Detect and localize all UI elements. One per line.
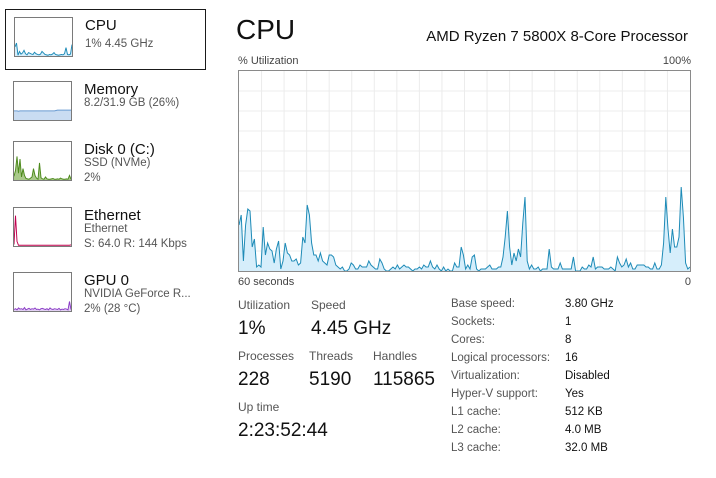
sidebar-item-detail: 2% (28 °C) bbox=[84, 303, 141, 315]
spec-value: 16 bbox=[565, 352, 578, 364]
graph-gridlines bbox=[239, 71, 690, 271]
sidebar-item-detail: Ethernet bbox=[84, 223, 128, 235]
spec-value: 512 KB bbox=[565, 406, 603, 418]
uptime-label: Up time bbox=[238, 400, 280, 414]
spec-label: Cores: bbox=[451, 334, 485, 346]
page-title: CPU bbox=[236, 14, 296, 45]
ethernet-thumb-svg bbox=[14, 215, 71, 246]
disk-thumb-svg bbox=[14, 156, 71, 180]
graph-y-max-label: 100% bbox=[662, 55, 691, 67]
sidebar-item-gpu[interactable]: GPU 0 NVIDIA GeForce R... 2% (28 °C) bbox=[5, 265, 206, 326]
spec-value: 4.0 MB bbox=[565, 424, 602, 436]
cpu-graph-icon bbox=[14, 17, 73, 57]
sidebar-item-detail: SSD (NVMe) bbox=[84, 157, 151, 169]
ethernet-graph-icon bbox=[13, 207, 72, 247]
sidebar-item-title: GPU 0 bbox=[84, 272, 130, 289]
cpu-utilization-svg bbox=[239, 71, 690, 271]
thumb-area bbox=[14, 110, 71, 120]
spec-value: 3.80 GHz bbox=[565, 298, 614, 310]
processes-label: Processes bbox=[238, 349, 295, 363]
sidebar-item-detail: S: 64.0 R: 144 Kbps bbox=[84, 238, 187, 250]
utilization-value: 1% bbox=[238, 318, 266, 339]
thumb-area bbox=[14, 301, 71, 311]
spec-value: 1 bbox=[565, 316, 572, 328]
processor-name: AMD Ryzen 7 5800X 8-Core Processor bbox=[426, 28, 688, 45]
thumb-line bbox=[14, 301, 71, 311]
spec-label: Logical processors: bbox=[451, 352, 551, 364]
thumb-area bbox=[14, 156, 71, 180]
gpu-graph-icon bbox=[13, 272, 72, 312]
sidebar-item-detail: 2% bbox=[84, 172, 101, 184]
sidebar: CPU 1% 4.45 GHz Memory 8.2/31.9 GB (26%)… bbox=[0, 0, 216, 478]
spec-label: Virtualization: bbox=[451, 370, 520, 382]
spec-label: L1 cache: bbox=[451, 406, 501, 418]
sidebar-item-memory[interactable]: Memory 8.2/31.9 GB (26%) bbox=[5, 74, 206, 135]
cpu-details-panel: CPU AMD Ryzen 7 5800X 8-Core Processor %… bbox=[216, 0, 716, 478]
sidebar-item-disk[interactable]: Disk 0 (C:) SSD (NVMe) 2% bbox=[5, 134, 206, 195]
disk-graph-icon bbox=[13, 141, 72, 181]
sidebar-item-title: Disk 0 (C:) bbox=[84, 141, 155, 158]
sidebar-item-title: Ethernet bbox=[84, 207, 141, 224]
spec-value: Yes bbox=[565, 388, 584, 400]
cpu-thumb-svg bbox=[15, 42, 72, 56]
memory-graph-icon bbox=[13, 81, 72, 121]
handles-value: 115865 bbox=[373, 369, 435, 390]
spec-label: L3 cache: bbox=[451, 442, 501, 454]
speed-label: Speed bbox=[311, 298, 346, 312]
threads-label: Threads bbox=[309, 349, 354, 363]
sidebar-item-detail: 1% 4.45 GHz bbox=[85, 38, 154, 50]
speed-value: 4.45 GHz bbox=[311, 318, 392, 339]
graph-y-label: % Utilization bbox=[238, 55, 299, 67]
memory-thumb-svg bbox=[14, 109, 71, 120]
spec-label: Base speed: bbox=[451, 298, 515, 310]
sidebar-item-title: CPU bbox=[85, 17, 117, 34]
spec-value: 8 bbox=[565, 334, 572, 346]
uptime-value: 2:23:52:44 bbox=[238, 420, 328, 441]
processes-value: 228 bbox=[238, 369, 270, 390]
graph-x-right-label: 0 bbox=[684, 276, 691, 288]
sidebar-item-title: Memory bbox=[84, 81, 139, 98]
cpu-utilization-graph bbox=[238, 70, 691, 272]
spec-label: Sockets: bbox=[451, 316, 496, 328]
thumb-line bbox=[14, 156, 71, 180]
graph-x-left-label: 60 seconds bbox=[238, 276, 295, 288]
handles-label: Handles bbox=[373, 349, 418, 363]
cpu-utilization-line bbox=[239, 186, 690, 271]
spec-label: L2 cache: bbox=[451, 424, 501, 436]
gpu-thumb-svg bbox=[14, 301, 71, 311]
spec-label: Hyper-V support: bbox=[451, 388, 538, 400]
utilization-label: Utilization bbox=[238, 298, 291, 312]
sidebar-item-detail: 8.2/31.9 GB (26%) bbox=[84, 97, 180, 109]
cpu-utilization-area bbox=[239, 187, 690, 271]
spec-value: Disabled bbox=[565, 370, 610, 382]
thumb-line bbox=[14, 215, 71, 246]
spec-value: 32.0 MB bbox=[565, 442, 608, 454]
threads-value: 5190 bbox=[309, 369, 352, 390]
sidebar-item-detail: NVIDIA GeForce R... bbox=[84, 288, 191, 300]
thumb-line bbox=[15, 42, 72, 56]
thumb-line bbox=[14, 109, 71, 112]
sidebar-item-cpu[interactable]: CPU 1% 4.45 GHz bbox=[5, 9, 206, 70]
sidebar-item-ethernet[interactable]: Ethernet Ethernet S: 64.0 R: 144 Kbps bbox=[5, 200, 206, 261]
